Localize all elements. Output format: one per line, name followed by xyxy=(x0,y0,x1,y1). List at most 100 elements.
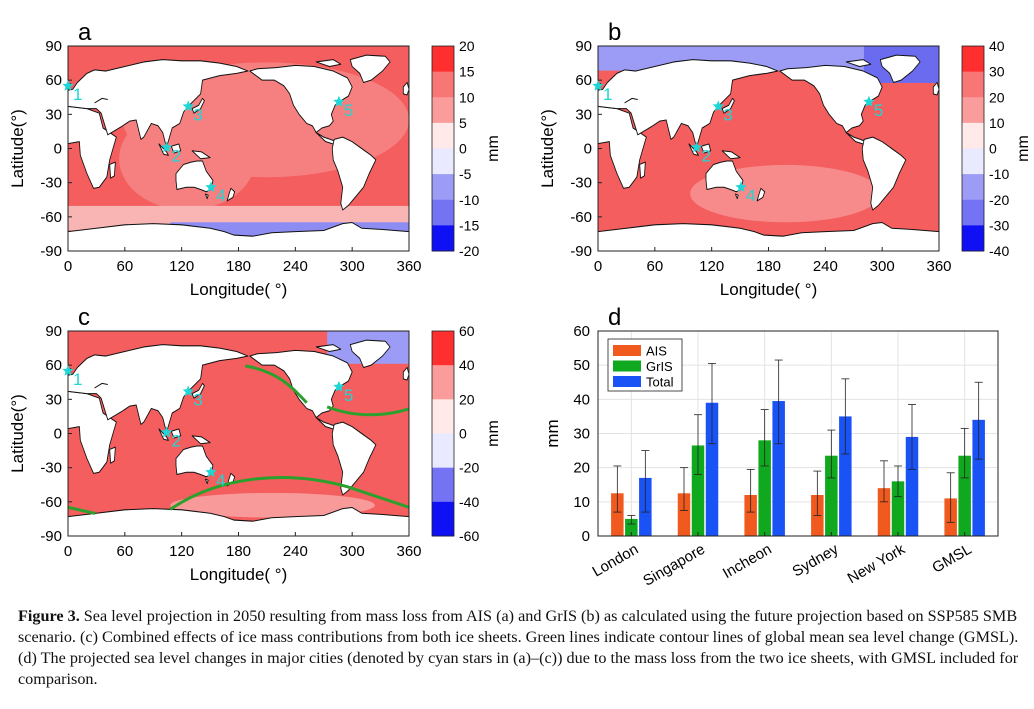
colorbar-band xyxy=(432,199,454,226)
city-star-icon xyxy=(160,141,173,153)
colorbar-band xyxy=(432,148,454,175)
x-tick-label: 120 xyxy=(169,258,194,275)
y-tick-label: 30 xyxy=(573,426,590,443)
colorbar-frame xyxy=(961,45,985,252)
colorbar-band xyxy=(432,467,454,503)
colorbar-tick-label: 30 xyxy=(989,64,1005,80)
gmsl-contour-southwest xyxy=(68,505,96,515)
city-star-icon xyxy=(182,385,194,397)
bar-gris-singapore xyxy=(691,445,705,536)
legend-swatch xyxy=(613,360,641,372)
city-label: 2 xyxy=(172,431,181,450)
colorbar-band xyxy=(432,433,454,469)
y-tick-label: 20 xyxy=(573,460,590,477)
gmsl-contour-north-pacific xyxy=(245,364,308,404)
y-tick-label: -30 xyxy=(40,175,62,192)
category-label: Singapore xyxy=(640,541,708,590)
x-tick-label: 360 xyxy=(396,543,421,560)
y-tick-label: 50 xyxy=(573,357,590,374)
bar-gris-new-york xyxy=(891,481,905,536)
x-tick-label: 120 xyxy=(699,258,724,275)
x-tick-label: 300 xyxy=(340,258,365,275)
city-label: 3 xyxy=(193,105,202,124)
colorbar-tick-label: 40 xyxy=(989,38,1005,54)
city-label: 1 xyxy=(603,85,612,104)
city-star-icon xyxy=(333,380,345,392)
sea-level-field xyxy=(68,46,409,251)
legend-swatch xyxy=(613,376,641,387)
colorbar-tick-label: 20 xyxy=(459,391,475,407)
colorbar-tick-label: 0 xyxy=(989,141,997,157)
y-tick-label: -30 xyxy=(570,175,592,192)
colorbar-tick-label: -40 xyxy=(989,243,1009,259)
x-tick-label: 240 xyxy=(283,258,308,275)
city-label: 4 xyxy=(746,186,755,205)
colorbar-tick-label: -10 xyxy=(459,192,479,208)
colorbar-band xyxy=(432,365,454,400)
y-tick-label: -90 xyxy=(40,528,62,545)
x-tick-label: 180 xyxy=(226,543,251,560)
colorbar-band xyxy=(962,225,984,252)
x-tick-label: 180 xyxy=(756,258,781,275)
city-star-icon xyxy=(592,79,604,91)
city-label: 3 xyxy=(193,390,202,409)
bar-gris-sydney xyxy=(825,455,838,536)
category-label: New York xyxy=(845,540,909,587)
colorbar-band xyxy=(432,501,454,537)
y-tick-label: -60 xyxy=(40,209,62,226)
y-tick-label: 30 xyxy=(45,106,62,123)
city-star-icon xyxy=(160,426,173,438)
city-star-icon xyxy=(62,79,74,91)
y-tick-label: 0 xyxy=(584,141,592,158)
colorbar: 40 30 20 10 0 -10 -20 -30 -40 mm xyxy=(961,38,1032,259)
y-tick-label: -90 xyxy=(40,243,62,260)
bar-gris-incheon xyxy=(758,440,771,536)
bar-ais-singapore xyxy=(677,493,691,536)
chart-frame xyxy=(597,330,999,537)
colorbar-tick-label: 20 xyxy=(459,38,475,54)
y-tick-label: 60 xyxy=(575,72,592,89)
x-tick-label: 0 xyxy=(64,543,72,560)
y-axis-label: Latitude(°) xyxy=(538,109,557,188)
bar-total-sydney xyxy=(839,416,852,536)
x-axis-label: Longitude( °) xyxy=(720,280,818,299)
colorbar-band xyxy=(962,199,984,226)
bar-total-new-york xyxy=(905,436,919,536)
x-tick-label: 120 xyxy=(169,543,194,560)
x-tick-label: 360 xyxy=(396,258,421,275)
category-label: Incheon xyxy=(720,541,775,582)
colorbar-tick-label: -10 xyxy=(989,166,1009,182)
y-tick-label: 0 xyxy=(54,426,62,443)
bar-ais-london xyxy=(611,493,624,536)
y-tick-label: 30 xyxy=(575,106,592,123)
legend-label: GrIS xyxy=(646,359,673,374)
y-tick-label: 90 xyxy=(45,38,62,55)
x-tick-label: 300 xyxy=(870,258,895,275)
colorbar: 20 15 10 5 0 -5 -10 -15 -20 mm xyxy=(431,38,502,259)
y-axis-label: Latitude(°) xyxy=(8,394,27,473)
colorbar-tick-label: -5 xyxy=(459,166,472,182)
city-star-icon xyxy=(863,95,875,107)
x-tick-label: 0 xyxy=(594,258,602,275)
colorbar-tick-label: -20 xyxy=(459,460,479,476)
caption-text: Sea level projection in 2050 resulting f… xyxy=(18,607,1019,688)
colorbar-band xyxy=(432,225,454,252)
colorbar-unit-label: mm xyxy=(485,420,502,447)
sea-level-field xyxy=(68,331,409,536)
panel-label: c xyxy=(78,304,90,331)
colorbar-tick-label: 40 xyxy=(459,357,475,373)
city-label: 5 xyxy=(874,101,883,120)
city-star-icon xyxy=(62,364,74,376)
x-tick-label: 60 xyxy=(116,258,133,275)
city-star-icon xyxy=(712,100,724,112)
city-label: 4 xyxy=(216,471,225,490)
colorbar-band xyxy=(962,174,984,201)
y-tick-label: -90 xyxy=(570,243,592,260)
x-axis-label: Longitude( °) xyxy=(190,280,288,299)
x-tick-label: 240 xyxy=(283,543,308,560)
y-axis-label: Latitude(°) xyxy=(8,109,27,188)
